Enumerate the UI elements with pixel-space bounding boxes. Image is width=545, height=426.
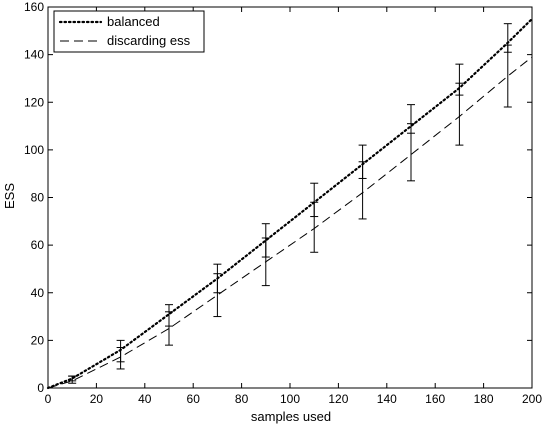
x-tick-label: 0 — [45, 392, 52, 406]
legend-label-discarding-ess: discarding ess — [107, 33, 191, 48]
y-tick-label: 20 — [31, 333, 45, 347]
x-tick-label: 20 — [90, 392, 104, 406]
x-tick-label: 200 — [522, 392, 542, 406]
x-tick-label: 60 — [187, 392, 201, 406]
x-tick-label: 100 — [280, 392, 300, 406]
y-tick-label: 80 — [31, 191, 45, 205]
x-tick-label: 40 — [138, 392, 152, 406]
legend: balanced discarding ess — [53, 10, 205, 53]
legend-label-balanced: balanced — [107, 14, 160, 29]
y-axis-label: ESS — [2, 183, 17, 209]
legend-box — [53, 10, 205, 53]
x-tick-label: 80 — [235, 392, 249, 406]
y-tick-label: 0 — [37, 381, 44, 395]
series-line-balanced — [46, 17, 534, 390]
x-tick-label: 180 — [474, 392, 494, 406]
series-line-discarding-ess — [47, 56, 533, 389]
y-tick-label: 160 — [24, 0, 44, 14]
plot-area: 0 20 40 60 80 100 120 140 160 180 200 0 20 40 60 80 100 1… — [24, 0, 542, 406]
x-tick-label: 120 — [328, 392, 348, 406]
y-tick-label: 60 — [31, 238, 45, 252]
y-tick-label: 120 — [24, 95, 44, 109]
y-tick-label: 140 — [24, 48, 44, 62]
x-tick-label: 160 — [425, 392, 445, 406]
y-tick-label: 40 — [31, 286, 45, 300]
x-tick-label: 140 — [377, 392, 397, 406]
x-axis-label: samples used — [251, 409, 331, 424]
y-tick-label: 100 — [24, 143, 44, 157]
